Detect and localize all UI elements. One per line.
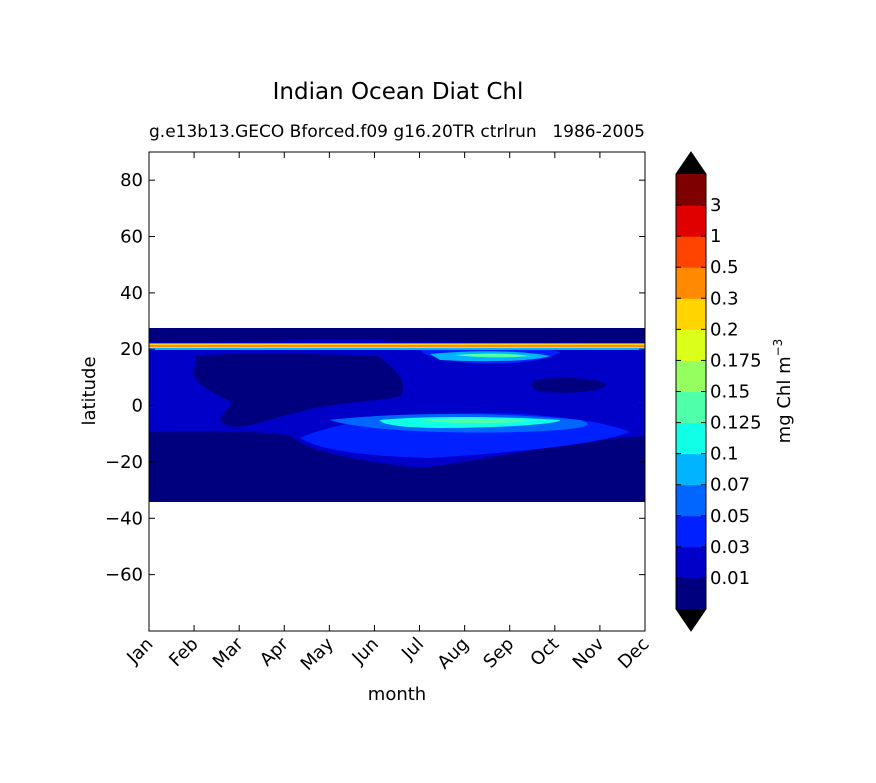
colorbar-segment (676, 422, 706, 455)
x-tick-label: Sep (479, 634, 518, 673)
chart-subtitle-left: g.e13b13.GECO Bforced.f09 g16.20TR ctrlr… (149, 122, 537, 142)
y-tick-label: 20 (120, 339, 143, 360)
contour-field (149, 328, 645, 502)
x-axis-label: month (368, 684, 426, 705)
y-axis-label: latitude (79, 356, 100, 425)
colorbar-segment (676, 329, 706, 361)
chart-subtitle-right: 1986-2005 (552, 122, 645, 142)
x-tick-label: Oct (526, 634, 563, 671)
colorbar-tick-label: 0.07 (710, 475, 750, 496)
colorbar-tick-label: 0.05 (710, 506, 750, 527)
x-tick-label: Jun (348, 634, 383, 669)
colorbar-tick-label: 0.5 (710, 257, 739, 278)
y-tick-label: 40 (120, 283, 143, 304)
plot-frame (148, 151, 646, 632)
colorbar-tick-label: 0.03 (710, 537, 750, 558)
colorbar-tick-label: 0.3 (710, 288, 739, 309)
colorbar-label-base: mg Chl m (774, 356, 795, 443)
colorbar-segment (676, 546, 706, 579)
colorbar-label-exponent: −3 (771, 339, 785, 357)
colorbar-segment (676, 205, 706, 237)
colorbar-segment (676, 360, 706, 392)
y-tick-label: 80 (120, 170, 143, 191)
colorbar-segment (676, 391, 706, 424)
x-tick-label: Feb (165, 634, 202, 671)
colorbar-segment (676, 577, 706, 610)
contour-low-south (149, 431, 645, 502)
colorbar-tick-label: 0.175 (710, 350, 762, 371)
colorbar-tick-label: 0.15 (710, 382, 750, 403)
y-tick-label: −20 (105, 452, 143, 473)
colorbar-segment (676, 236, 706, 268)
x-tick-label: Dec (614, 634, 653, 673)
contour-low-east (531, 377, 606, 393)
colorbar-outline (675, 151, 707, 632)
colorbar-tick-label: 0.125 (710, 413, 762, 434)
x-tick-label: Nov (569, 633, 609, 673)
y-tick-label: 0 (132, 396, 143, 417)
colorbar-tick-label: 0.01 (710, 568, 750, 589)
colorbar-tick-label: 1 (710, 226, 721, 247)
x-tick-label: Apr (256, 633, 293, 670)
contour-bloom-south-core (420, 418, 530, 424)
colorbar-segment (676, 298, 706, 330)
y-axis: 80 60 40 20 0 −20 −40 −60 (105, 170, 645, 586)
colorbar: 0.01 0.03 0.05 0.07 0.1 0.125 0.15 0.175 0.2 0.3 0… (675, 151, 762, 632)
colorbar-tick-label: 0.2 (710, 319, 739, 340)
colorbar-segment (676, 174, 706, 206)
contour-front-core (149, 345, 645, 347)
x-tick-label: May (297, 633, 338, 674)
y-tick-label: −40 (105, 508, 143, 529)
colorbar-segment (676, 515, 706, 548)
colorbar-extend-max (676, 152, 706, 174)
y-tick-label: 60 (120, 227, 143, 248)
x-tick-label: Mar (209, 633, 248, 672)
colorbar-tick-label: 0.1 (710, 444, 739, 465)
colorbar-tick-label: 3 (710, 195, 721, 216)
contour-top-edge (149, 328, 645, 346)
colorbar-segment (676, 484, 706, 517)
colorbar-label: mg Chl m−3 (771, 339, 795, 444)
contour-bloom-north-core (455, 353, 530, 358)
x-tick-label: Jul (397, 634, 428, 665)
contour-low-north-west (193, 353, 404, 427)
x-tick-label: Aug (433, 634, 473, 674)
chart-title: Indian Ocean Diat Chl (273, 79, 524, 105)
x-tick-label: Jan (122, 634, 157, 669)
colorbar-segment (676, 453, 706, 486)
y-tick-label: −60 (105, 565, 143, 586)
colorbar-extend-min (676, 609, 706, 631)
colorbar-segment (676, 267, 706, 299)
